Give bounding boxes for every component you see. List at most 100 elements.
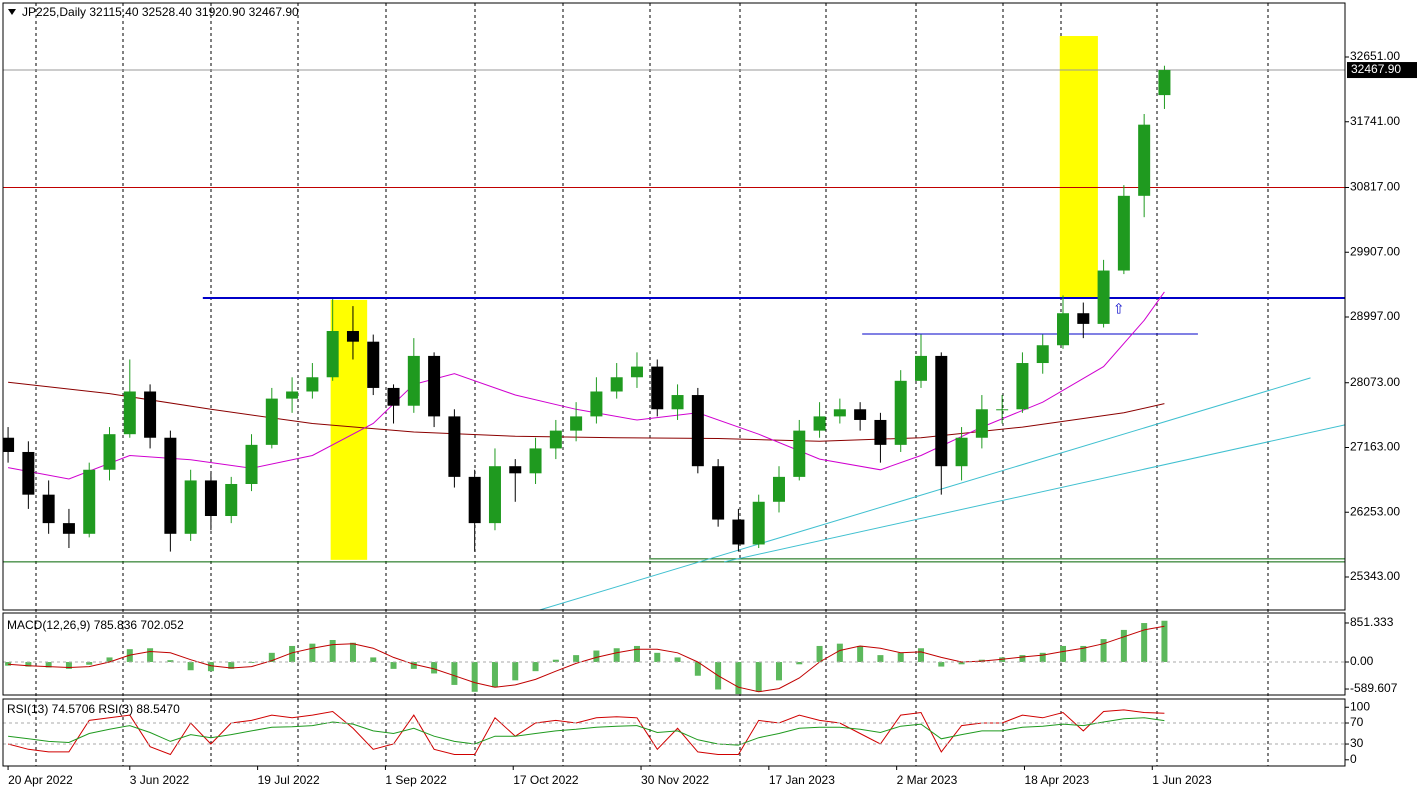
macd-bar <box>674 657 681 662</box>
macd-bar <box>857 645 864 662</box>
y-tick-label: 27163.00 <box>1350 440 1400 454</box>
annotation: ⇧ <box>1113 301 1125 317</box>
candle-body <box>509 466 522 474</box>
macd-bar <box>471 661 478 692</box>
y-tick-label: 0 <box>1350 752 1357 766</box>
macd-bar <box>1039 652 1046 662</box>
macd-bar <box>877 655 884 662</box>
macd-signal <box>8 625 1165 693</box>
candle-body <box>752 501 765 545</box>
x-tick-label: 3 Jun 2022 <box>130 773 190 787</box>
macd-bar <box>1080 645 1087 662</box>
macd-bar <box>309 643 316 662</box>
macd-bar <box>1100 639 1107 662</box>
macd-bar <box>147 648 154 662</box>
y-tick-label: 851.333 <box>1350 615 1394 629</box>
x-tick-label: 2 Mar 2023 <box>897 773 958 787</box>
candle-body <box>42 494 55 524</box>
macd-bar <box>167 660 174 662</box>
candle-body <box>407 355 420 406</box>
candle-body <box>164 437 177 534</box>
candle-body <box>691 395 704 467</box>
y-tick-label: 28073.00 <box>1350 375 1400 389</box>
macd-bar <box>958 661 965 665</box>
candle-body <box>1158 70 1171 96</box>
candle-body <box>712 466 725 520</box>
macd-bar <box>552 659 559 662</box>
candle-body <box>854 409 867 420</box>
title-marker <box>8 9 16 15</box>
candle-body <box>529 448 542 474</box>
candle-body <box>935 355 948 467</box>
y-tick-label: -589.607 <box>1350 681 1398 695</box>
y-tick-label: 28997.00 <box>1350 309 1400 323</box>
candle-body <box>448 416 461 477</box>
candle-body <box>610 377 623 392</box>
macd-bar <box>735 661 742 695</box>
candle-body <box>955 437 968 467</box>
candle-body <box>651 366 664 410</box>
macd-bar <box>86 661 93 665</box>
trendline <box>539 377 1311 610</box>
pane-title: RSI(13) 74.5706 RSI(3) 88.5470 <box>7 702 180 716</box>
candle-body <box>346 331 359 342</box>
macd-pane-frame <box>2 612 1346 696</box>
macd-bar <box>268 652 275 662</box>
candle-body <box>488 466 501 524</box>
macd-bar <box>654 652 661 662</box>
candle-body <box>123 391 136 435</box>
candle-body <box>914 355 927 381</box>
macd-bar <box>289 645 296 662</box>
macd-bar <box>796 661 803 665</box>
candle-body <box>468 476 481 524</box>
macd-bar <box>65 661 72 669</box>
macd-bar <box>390 661 397 669</box>
y-tick-label: 25343.00 <box>1350 569 1400 583</box>
candle-body <box>204 480 217 517</box>
macd-bar <box>491 661 498 688</box>
macd-bar <box>370 657 377 662</box>
candle-body <box>367 341 380 388</box>
macd-bar <box>999 657 1006 662</box>
candle-body <box>630 366 643 378</box>
macd-bar <box>1060 645 1067 662</box>
macd-bar <box>593 650 600 662</box>
candle-body <box>184 480 197 534</box>
y-tick-label: 30 <box>1350 736 1364 750</box>
y-tick-label: 100 <box>1350 699 1370 713</box>
y-tick-label: 26253.00 <box>1350 504 1400 518</box>
candle-body <box>22 451 35 495</box>
macd-bar <box>633 645 640 662</box>
candle-body <box>387 387 400 406</box>
y-tick-label: 32651.00 <box>1350 49 1400 63</box>
x-tick-label: 19 Jul 2022 <box>258 773 320 787</box>
candle-body <box>1077 313 1090 324</box>
pane-title: MACD(12,26,9) 785.836 702.052 <box>7 618 184 632</box>
candle-body <box>428 355 441 417</box>
macd-bar <box>228 661 235 669</box>
x-tick-label: 17 Jan 2023 <box>769 773 835 787</box>
candle-body <box>1097 270 1110 324</box>
candle-body <box>894 380 907 445</box>
macd-bar <box>5 661 12 666</box>
rsi-line <box>7 709 1165 756</box>
macd-bar <box>938 661 945 667</box>
macd-bar <box>1141 623 1148 662</box>
macd-bar <box>613 648 620 662</box>
macd-bar <box>207 661 214 672</box>
main-plot: ⇧ <box>3 36 1345 610</box>
macd-bar <box>532 661 539 672</box>
y-tick-label: 0.00 <box>1350 654 1374 668</box>
candle-body <box>3 437 15 452</box>
y-tick-label: 70 <box>1350 715 1364 729</box>
candle-body <box>813 416 826 431</box>
candle-body <box>144 391 157 438</box>
candle-body <box>590 391 603 417</box>
macd-bar <box>410 661 417 669</box>
highlight <box>1059 36 1098 298</box>
macd-bar <box>917 648 924 662</box>
macd-bar <box>349 642 356 662</box>
macd-bar <box>897 652 904 662</box>
last-price-label: 32467.90 <box>1351 62 1401 76</box>
trendline <box>724 424 1345 563</box>
